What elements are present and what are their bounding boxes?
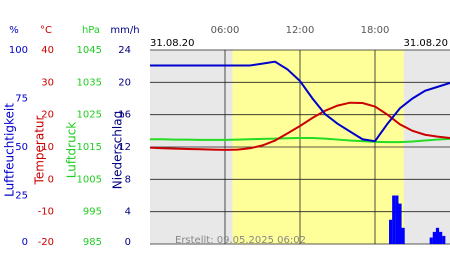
y-tick-label: -10 xyxy=(38,207,54,218)
precip-bar xyxy=(442,235,446,244)
y-tick-label: 0 xyxy=(22,237,28,248)
precip-bar xyxy=(392,195,396,244)
y-tick-label: 985 xyxy=(83,237,102,248)
y-tick-label: 50 xyxy=(15,142,28,153)
axis-unit: mm/h xyxy=(110,25,139,36)
y-tick-label: 1035 xyxy=(77,77,102,88)
y-tick-label: 1045 xyxy=(77,45,102,56)
y-tick-label: 75 xyxy=(15,94,28,105)
axis-title: Luftfeuchtigkeit xyxy=(3,103,17,197)
y-tick-label: 8 xyxy=(125,174,131,185)
created-note: Erstellt: 09.05.2025 06:02 xyxy=(175,235,306,246)
y-tick-label: 995 xyxy=(83,207,102,218)
y-tick-label: 1005 xyxy=(77,174,102,185)
y-tick-label: -20 xyxy=(38,237,54,248)
date-label: 31.08.20 xyxy=(150,38,195,49)
y-tick-label: 16 xyxy=(118,110,131,121)
precip-bar xyxy=(395,195,399,244)
y-tick-label: 30 xyxy=(41,77,54,88)
y-tick-label: 1015 xyxy=(77,142,102,153)
axis-title: Luftdruck xyxy=(65,122,79,179)
x-tick-label: 18:00 xyxy=(361,25,390,36)
precip-bar xyxy=(389,219,393,244)
y-tick-label: 1025 xyxy=(77,110,102,121)
series-line xyxy=(150,136,450,144)
y-tick-label: 20 xyxy=(118,77,131,88)
precip-bar xyxy=(435,227,440,244)
axis-unit: °C xyxy=(40,25,52,36)
y-tick-label: 4 xyxy=(125,207,131,218)
axis-title: Niederschlag xyxy=(111,111,125,189)
y-tick-label: 10 xyxy=(41,142,54,153)
y-tick-label: 0 xyxy=(48,174,54,185)
series-line xyxy=(150,60,450,143)
precip-bar xyxy=(429,237,433,244)
axis-unit: % xyxy=(9,25,19,36)
y-tick-label: 24 xyxy=(118,45,131,56)
y-tick-label: 0 xyxy=(125,237,131,248)
series-line xyxy=(149,101,450,151)
axis-title: Temperatur xyxy=(33,115,47,185)
y-tick-label: 25 xyxy=(15,191,28,202)
precip-bar xyxy=(432,231,436,244)
y-tick-label: 20 xyxy=(41,110,54,121)
precip-bar xyxy=(439,231,443,244)
y-tick-label: 100 xyxy=(9,45,28,56)
y-tick-label: 12 xyxy=(118,142,131,153)
date-label: 31.08.20 xyxy=(403,38,448,49)
x-tick-label: 12:00 xyxy=(286,25,315,36)
x-tick-label: 06:00 xyxy=(211,25,240,36)
precip-bar xyxy=(401,227,405,244)
y-tick-label: 40 xyxy=(41,45,54,56)
precip-bar xyxy=(398,203,402,244)
axis-unit: hPa xyxy=(82,25,100,36)
